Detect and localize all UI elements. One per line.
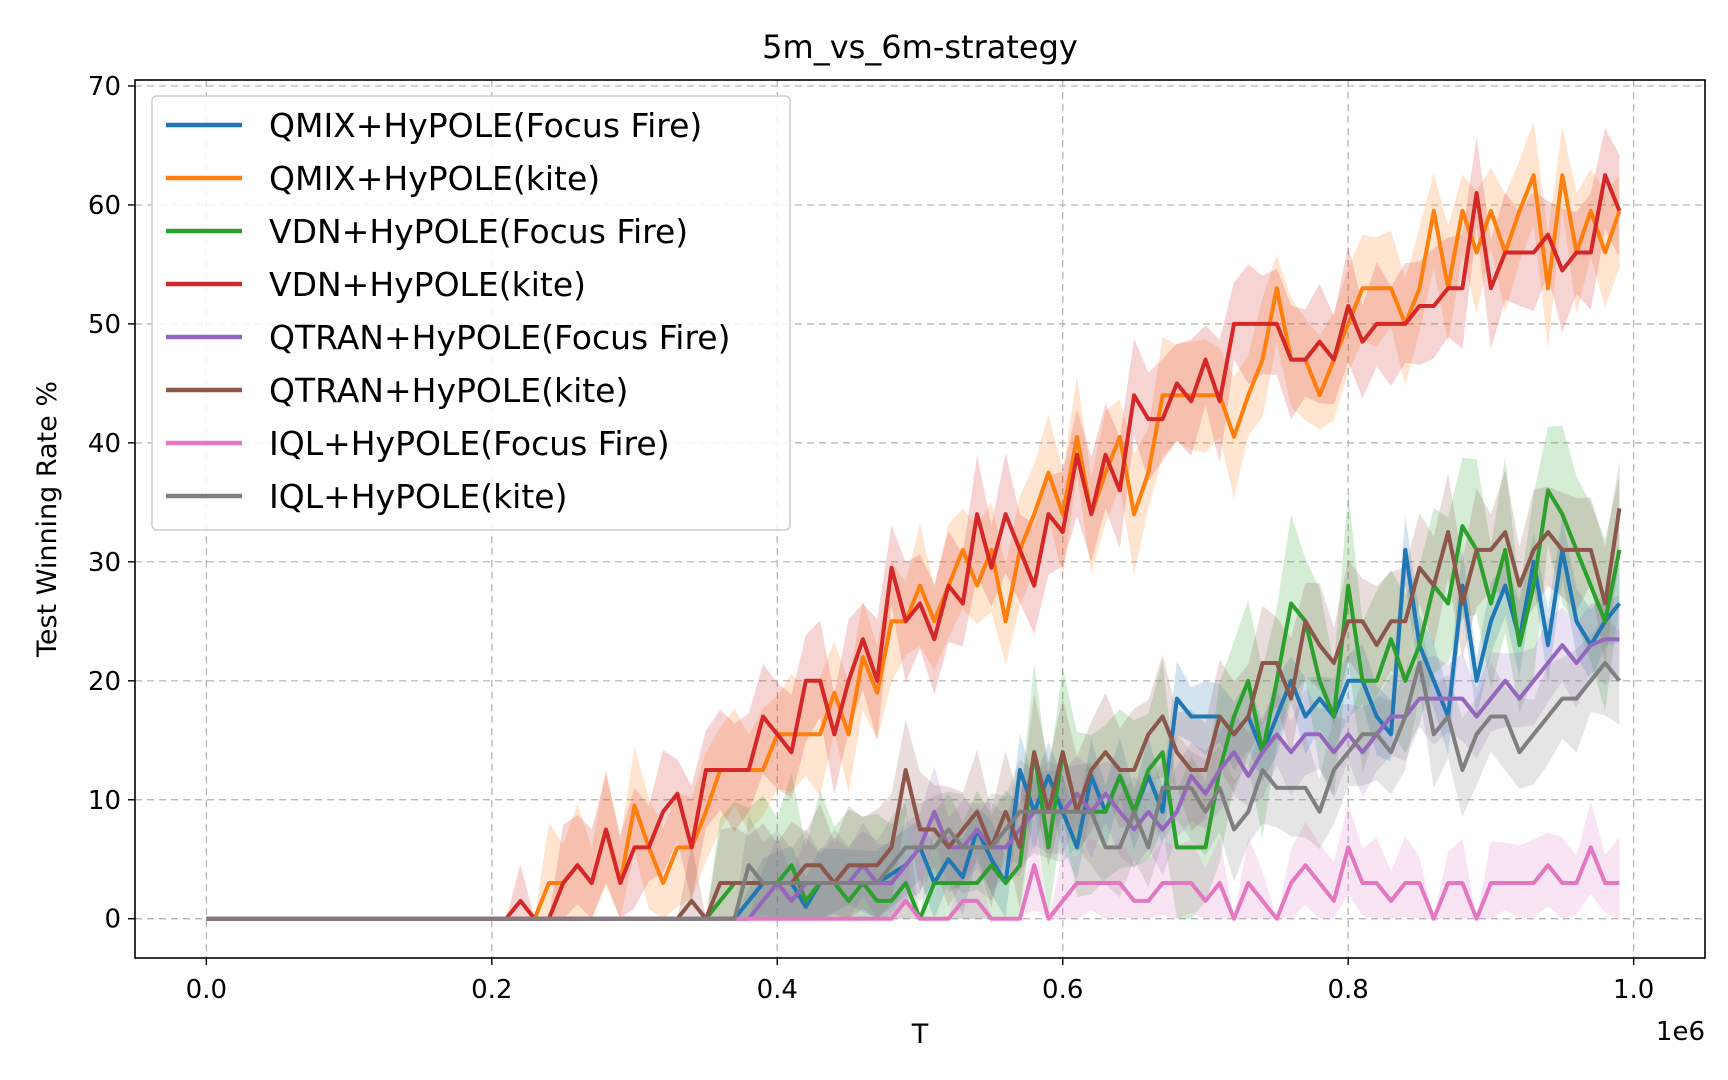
x-tick-label: 0.4	[757, 975, 798, 1005]
series-line	[206, 173, 1622, 921]
x-axis-label: T	[911, 1019, 929, 1050]
series-band	[206, 801, 1620, 919]
y-tick-label: 10	[88, 786, 121, 816]
x-tick-label: 0.2	[471, 975, 512, 1005]
x-tick-label: 0.6	[1042, 975, 1083, 1005]
series-band	[206, 515, 1620, 919]
legend-label: VDN+HyPOLE(kite)	[269, 265, 586, 304]
y-tick-label: 50	[88, 310, 121, 340]
series-line	[206, 637, 1620, 921]
series-lines	[206, 173, 1622, 921]
y-tick-label: 30	[88, 548, 121, 578]
x-tick-label: 0.0	[186, 975, 227, 1005]
legend-label: QMIX+HyPOLE(Focus Fire)	[269, 106, 702, 145]
plot-frame	[134, 79, 1706, 959]
series-band	[206, 120, 1620, 919]
y-axis-label: Test Winning Rate %	[32, 381, 63, 658]
legend-label: IQL+HyPOLE(Focus Fire)	[269, 424, 670, 463]
legend-label: QTRAN+HyPOLE(kite)	[269, 371, 628, 410]
series-line	[206, 661, 1621, 921]
legend-label: VDN+HyPOLE(Focus Fire)	[269, 212, 688, 251]
series-line	[206, 508, 1622, 921]
legend-box	[151, 95, 791, 531]
chart-title: 5m_vs_6m-strategy	[762, 28, 1078, 66]
series-line	[206, 488, 1622, 921]
legend-label: IQL+HyPOLE(kite)	[269, 477, 567, 516]
x-tick-label: 1.0	[1613, 975, 1654, 1005]
series-band	[206, 425, 1620, 919]
y-tick-label: 20	[88, 667, 121, 697]
series-line	[206, 547, 1621, 921]
x-tick-label: 0.8	[1328, 975, 1369, 1005]
legend-label: QMIX+HyPOLE(kite)	[269, 159, 600, 198]
y-tick-label: 60	[88, 191, 121, 221]
series-line	[206, 173, 1622, 921]
series-line	[206, 845, 1620, 921]
x-axis-offset-text: 1e6	[1656, 1017, 1705, 1047]
y-tick-label: 40	[88, 429, 121, 459]
y-tick-label: 70	[88, 72, 121, 102]
axis-ticks: 0.0 0.2 0.4 0.6 0.8 1.0 0 10 20 30 40 50 60 70	[88, 72, 1654, 1005]
legend: QMIX+HyPOLE(Focus Fire) QMIX+HyPOLE(kite)…	[151, 95, 791, 531]
legend-label: QTRAN+HyPOLE(Focus Fire)	[269, 318, 730, 357]
y-tick-label: 0	[104, 905, 121, 935]
